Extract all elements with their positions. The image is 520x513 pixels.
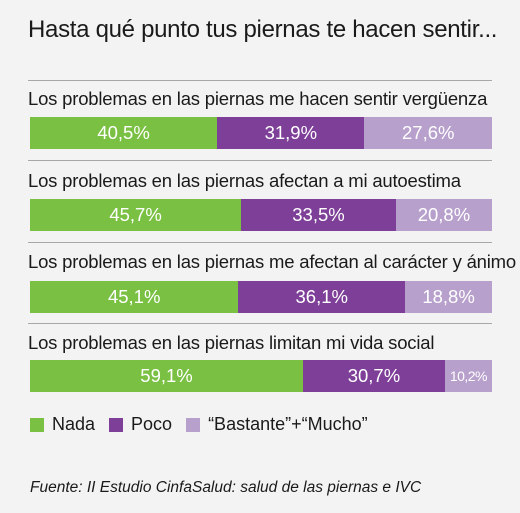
bar-segment: 33,5% (241, 199, 396, 231)
legend-swatch (109, 417, 124, 432)
category-label: Los problemas en las piernas me afectan … (28, 251, 516, 272)
divider (28, 323, 492, 324)
stacked-bar: 45,7% 33,5% 20,8% (30, 199, 492, 231)
data-label: 18,8% (422, 286, 475, 307)
source-note: Fuente: II Estudio CinfaSalud: salud de … (30, 479, 422, 496)
bar-segment: 45,1% (30, 281, 239, 313)
data-label: 10,2% (449, 368, 488, 384)
category-label: Los problemas en las piernas me hacen se… (28, 88, 488, 109)
data-label: 31,9% (264, 122, 318, 143)
stacked-bar: 45,1% 36,1% 18,8% (30, 281, 492, 313)
legend-item: Nada (30, 414, 95, 435)
divider (28, 80, 492, 81)
legend-label: “Bastante”+“Mucho” (208, 414, 368, 434)
category-label: Los problemas en las piernas afectan a m… (28, 170, 461, 191)
legend: Nada Poco “Bastante”+“Mucho” (30, 414, 382, 435)
bar-segment: 59,1% (30, 360, 304, 392)
stacked-bar: 40,5% 31,9% 27,6% (30, 117, 492, 149)
data-label: 27,6% (402, 122, 455, 143)
bar-segment: 31,9% (217, 117, 365, 149)
legend-item: Poco (109, 414, 172, 435)
bar-segment: 27,6% (364, 117, 492, 149)
category-label: Los problemas en las piernas limitan mi … (28, 332, 435, 353)
divider (28, 160, 492, 161)
data-label: 59,1% (140, 365, 193, 386)
data-label: 40,5% (97, 122, 150, 143)
bar-segment: 30,7% (303, 360, 445, 392)
legend-item: “Bastante”+“Mucho” (186, 414, 368, 435)
bar-segment: 40,5% (30, 117, 218, 149)
divider (28, 242, 492, 243)
data-label: 30,7% (347, 365, 401, 386)
data-label: 45,1% (107, 286, 161, 307)
data-label: 20,8% (417, 204, 471, 225)
bar-segment: 18,8% (405, 281, 492, 313)
legend-swatch (30, 417, 44, 432)
chart-title: Hasta qué punto tus piernas te hacen sen… (28, 16, 498, 43)
bar-segment: 20,8% (395, 199, 492, 231)
data-label: 36,1% (295, 286, 348, 307)
legend-swatch (186, 417, 201, 432)
data-label: 45,7% (109, 204, 162, 225)
bar-segment: 45,7% (30, 199, 242, 231)
bar-segment: 10,2% (444, 360, 492, 392)
legend-label: Nada (52, 414, 96, 434)
bar-segment: 36,1% (238, 281, 406, 313)
stacked-bar: 59,1% 30,7% 10,2% (30, 360, 492, 392)
data-label: 33,5% (292, 204, 345, 225)
legend-label: Poco (131, 414, 173, 434)
